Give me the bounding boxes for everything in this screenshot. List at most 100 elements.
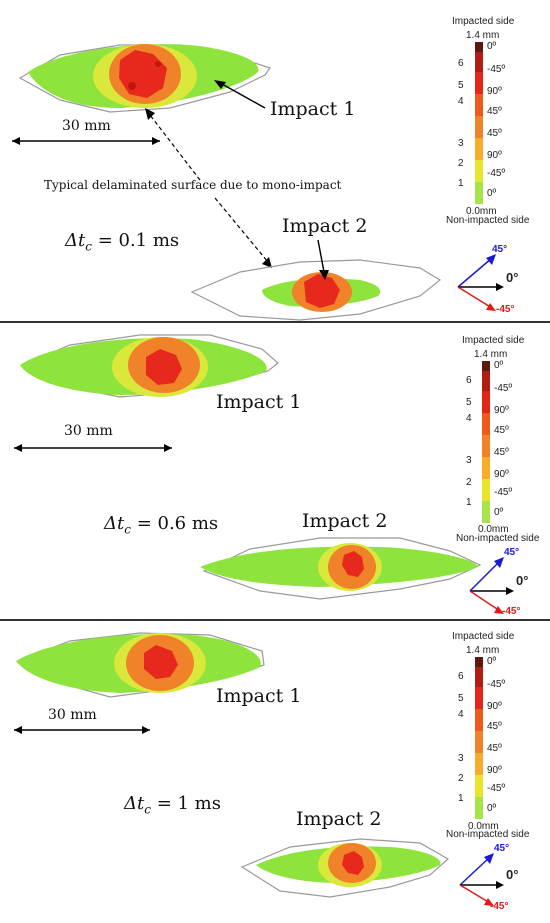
dt-value: = 0.6 ms	[136, 513, 219, 534]
legend-ply-3: 45º	[487, 721, 502, 732]
legend-ply-2: 90º	[487, 86, 502, 97]
impact-2-pointer	[317, 239, 325, 273]
legend-ply-5: 90º	[487, 765, 502, 776]
legend-ply-1: -45º	[494, 383, 513, 394]
orientation-minus45-label: -45°	[496, 304, 515, 315]
orientation-45-label: 45°	[492, 244, 508, 255]
scale-bar	[14, 444, 172, 452]
mono-impact-annotation: Typical delaminated surface due to mono-…	[44, 178, 342, 192]
legend-ply-7: 0º	[494, 507, 504, 518]
red-spots	[146, 349, 182, 385]
scale-label: 30 mm	[64, 423, 113, 439]
impact-2-label: Impact 2	[302, 510, 388, 532]
dt-value: = 0.1 ms	[97, 230, 180, 251]
orientation-axes	[457, 254, 504, 311]
legend-ply-0: 0º	[487, 656, 497, 667]
red-spots	[342, 851, 364, 875]
legend-interface-6: 6	[458, 58, 464, 69]
red-spots	[144, 645, 178, 679]
legend-bottom-label: Non-impacted side	[446, 215, 530, 226]
legend-max: 1.4 mm	[466, 645, 500, 656]
panel-separator-1	[0, 321, 550, 323]
dt-sub: c	[124, 522, 131, 537]
orientation-45-label: 45°	[494, 843, 510, 854]
impact-1-damage-map	[20, 334, 279, 398]
legend-interface-5: 5	[466, 397, 472, 408]
legend-ply-5: 90º	[487, 150, 502, 161]
legend-max: 1.4 mm	[474, 349, 508, 360]
legend-colorbar	[475, 42, 483, 204]
outline	[20, 334, 279, 398]
panel-2-graphics	[14, 334, 514, 614]
impact-2-damage-map	[240, 838, 450, 898]
legend-ply-7: 0º	[487, 803, 497, 814]
red-spots	[342, 551, 364, 577]
outline	[240, 838, 450, 898]
legend-interface-3: 3	[466, 455, 472, 466]
impact-2-damage-map	[200, 537, 482, 600]
scale-bar	[14, 726, 150, 734]
time-delay-label: Δtc = 1 ms	[124, 793, 221, 817]
dt-value: = 1 ms	[156, 793, 221, 814]
scale-label: 30 mm	[48, 707, 97, 723]
orientation-axes	[469, 557, 514, 614]
orientation-0-label: 0°	[506, 867, 519, 882]
outline	[190, 259, 442, 321]
legend-colorbar	[475, 657, 483, 819]
legend-interface-2: 2	[466, 477, 472, 488]
orientation-45-label: 45°	[504, 547, 520, 558]
legend-colorbar	[482, 361, 490, 523]
legend-min: 0.0mm	[466, 206, 497, 217]
time-delay-label: Δtc = 0.1 ms	[65, 230, 179, 254]
legend-interface-5: 5	[458, 80, 464, 91]
panel-2: Impact 1 30 mm Δtc = 0.6 ms Impact 2 Imp…	[0, 323, 550, 619]
impact-1-damage-map	[18, 44, 271, 113]
legend-interface-2: 2	[458, 773, 464, 784]
legend-interface-6: 6	[458, 671, 464, 682]
legend-ply-3: 45º	[487, 106, 502, 117]
legend-ply-6: -45º	[494, 487, 513, 498]
legend-ply-4: 45º	[487, 743, 502, 754]
orientation-minus45-label: -45°	[490, 901, 509, 912]
panel-3-graphics	[14, 632, 504, 906]
orientation-0-label: 0°	[516, 573, 529, 588]
legend-bottom-label: Non-impacted side	[446, 829, 530, 840]
legend-ply-7: 0º	[487, 188, 497, 199]
dashed-arrow-down	[214, 197, 269, 263]
legend-ply-4: 45º	[494, 447, 509, 458]
outline	[18, 44, 271, 113]
legend-interface-1: 1	[458, 178, 464, 189]
dt-sub: c	[85, 239, 92, 254]
legend-max: 1.4 mm	[466, 30, 500, 41]
legend-ply-2: 90º	[494, 405, 509, 416]
legend-bottom-label: Non-impacted side	[456, 533, 540, 544]
legend-min: 0.0mm	[468, 821, 499, 832]
legend-interface-1: 1	[458, 793, 464, 804]
impact-1-label: Impact 1	[270, 98, 356, 120]
legend-ply-0: 0º	[494, 360, 504, 371]
dt-symbol: Δt	[124, 793, 145, 814]
panel-1-graphics	[12, 42, 504, 321]
scale-bar	[12, 137, 160, 145]
panel-1: Impact 1 30 mm Typical delaminated surfa…	[0, 0, 550, 321]
impact-1-label: Impact 1	[216, 685, 302, 707]
outline	[202, 537, 482, 600]
dt-symbol: Δt	[65, 230, 86, 251]
time-delay-label: Δtc = 0.6 ms	[104, 513, 218, 537]
impact-1-damage-map	[16, 632, 265, 698]
orientation-minus45-label: -45°	[502, 606, 521, 617]
legend-ply-2: 90º	[487, 701, 502, 712]
dashed-arrow-up	[149, 114, 201, 181]
impact-1-pointer	[221, 83, 266, 109]
legend-interface-4: 4	[466, 413, 472, 424]
legend-ply-3: 45º	[494, 425, 509, 436]
orientation-axes	[459, 853, 504, 906]
legend-top-label: Impacted side	[462, 335, 525, 346]
legend-ply-5: 90º	[494, 469, 509, 480]
legend-ply-0: 0º	[487, 41, 497, 52]
dt-sub: c	[144, 802, 151, 817]
legend-interface-5: 5	[458, 693, 464, 704]
legend-interface-4: 4	[458, 709, 464, 720]
impact-2-label: Impact 2	[282, 215, 368, 237]
legend-ply-6: -45º	[487, 783, 506, 794]
